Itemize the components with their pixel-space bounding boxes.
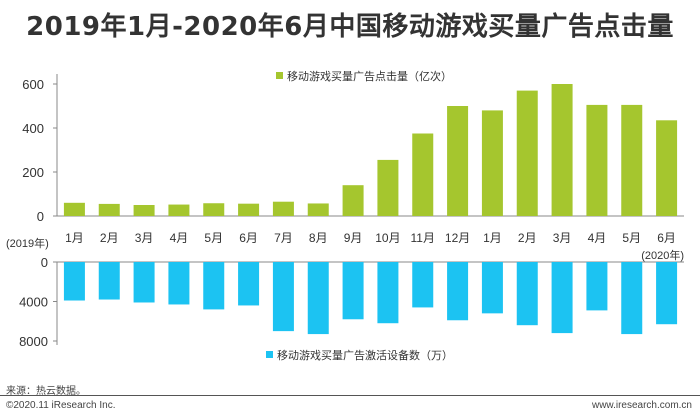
- top-bar: [272, 201, 294, 216]
- top-bar: [412, 133, 434, 216]
- click-volume-chart: 0 200 400 600 移动游戏买量广告点击量（亿次）: [22, 69, 684, 224]
- top-bar: [342, 185, 364, 216]
- bottom-bar: [377, 262, 399, 324]
- top-y-tick-label: 200: [22, 165, 44, 180]
- bottom-y-tick-label: 8000: [19, 334, 48, 349]
- top-bar: [377, 159, 399, 216]
- bottom-bar: [63, 262, 85, 301]
- top-bar: [98, 203, 120, 216]
- top-bar: [133, 205, 155, 216]
- top-legend-label: 移动游戏买量广告点击量（亿次）: [287, 69, 452, 83]
- bottom-bar: [481, 262, 503, 314]
- bottom-bar: [238, 262, 260, 306]
- bottom-bar: [98, 262, 120, 300]
- website-text: www.iresearch.com.cn: [591, 400, 692, 411]
- bottom-bar: [168, 262, 190, 305]
- category-label: 7月: [274, 231, 293, 245]
- top-bar: [551, 84, 573, 216]
- bottom-bar: [551, 262, 573, 334]
- month-labels: 1月 2月 3月 4月 5月 6月 7月 8月 9月 10月 11月 12月 1月 2月 3月 4月 5月 6月 (…: [6, 231, 684, 262]
- year-label-2020: (2020年): [641, 248, 684, 262]
- bottom-bar: [412, 262, 434, 308]
- category-label: 5月: [204, 231, 223, 245]
- bottom-bar: [203, 262, 225, 310]
- bottom-bar: [447, 262, 469, 321]
- category-label: 2月: [100, 231, 119, 245]
- bottom-bar: [656, 262, 678, 325]
- category-label: 3月: [135, 231, 154, 245]
- top-bar: [621, 104, 643, 216]
- bottom-bar: [307, 262, 329, 335]
- category-label: 4月: [170, 231, 189, 245]
- category-label: 9月: [344, 231, 363, 245]
- top-legend-swatch: [276, 72, 283, 79]
- bottom-y-tick-label: 4000: [19, 295, 48, 310]
- top-bar: [203, 203, 225, 216]
- category-label: 1月: [483, 231, 502, 245]
- year-label-2019: (2019年): [6, 236, 49, 250]
- bottom-legend-swatch: [266, 351, 273, 358]
- category-label: 2月: [518, 231, 537, 245]
- category-label: 1月: [65, 231, 84, 245]
- copyright-text: ©2020.11 iResearch Inc.: [6, 400, 116, 411]
- top-bar: [307, 203, 329, 216]
- top-y-tick-label: 600: [22, 77, 44, 92]
- footer-divider: [0, 395, 700, 396]
- top-bar: [516, 90, 538, 216]
- top-bar: [447, 106, 469, 216]
- bottom-bar: [621, 262, 643, 335]
- bottom-bar: [586, 262, 608, 311]
- top-bar: [586, 104, 608, 216]
- source-note: 来源：热云数据。: [6, 386, 86, 397]
- bottom-legend-label: 移动游戏买量广告激活设备数（万）: [277, 348, 453, 362]
- category-label: 6月: [657, 231, 676, 245]
- chart-title: 2019年1月-2020年6月中国移动游戏买量广告点击量: [26, 12, 674, 42]
- bottom-y-tick-label: 0: [41, 255, 48, 270]
- category-label: 4月: [588, 231, 607, 245]
- category-label: 8月: [309, 231, 328, 245]
- top-bar: [656, 120, 678, 216]
- top-y-tick-label: 0: [37, 209, 44, 224]
- top-bar: [481, 110, 503, 216]
- category-label: 6月: [239, 231, 258, 245]
- top-y-tick-label: 400: [22, 121, 44, 136]
- bottom-bar: [516, 262, 538, 326]
- top-bar: [168, 204, 190, 216]
- category-label: 3月: [553, 231, 572, 245]
- category-label: 5月: [622, 231, 641, 245]
- top-bar: [63, 202, 85, 216]
- bottom-bar: [133, 262, 155, 303]
- category-label: 10月: [375, 231, 400, 245]
- category-label: 11月: [411, 231, 435, 245]
- category-label: 12月: [445, 231, 470, 245]
- top-bar: [238, 203, 260, 216]
- bottom-bar: [342, 262, 364, 320]
- activation-devices-chart: 0 4000 8000 移动游戏买量广告激活设备数（万）: [19, 255, 684, 362]
- bottom-bar: [272, 262, 294, 332]
